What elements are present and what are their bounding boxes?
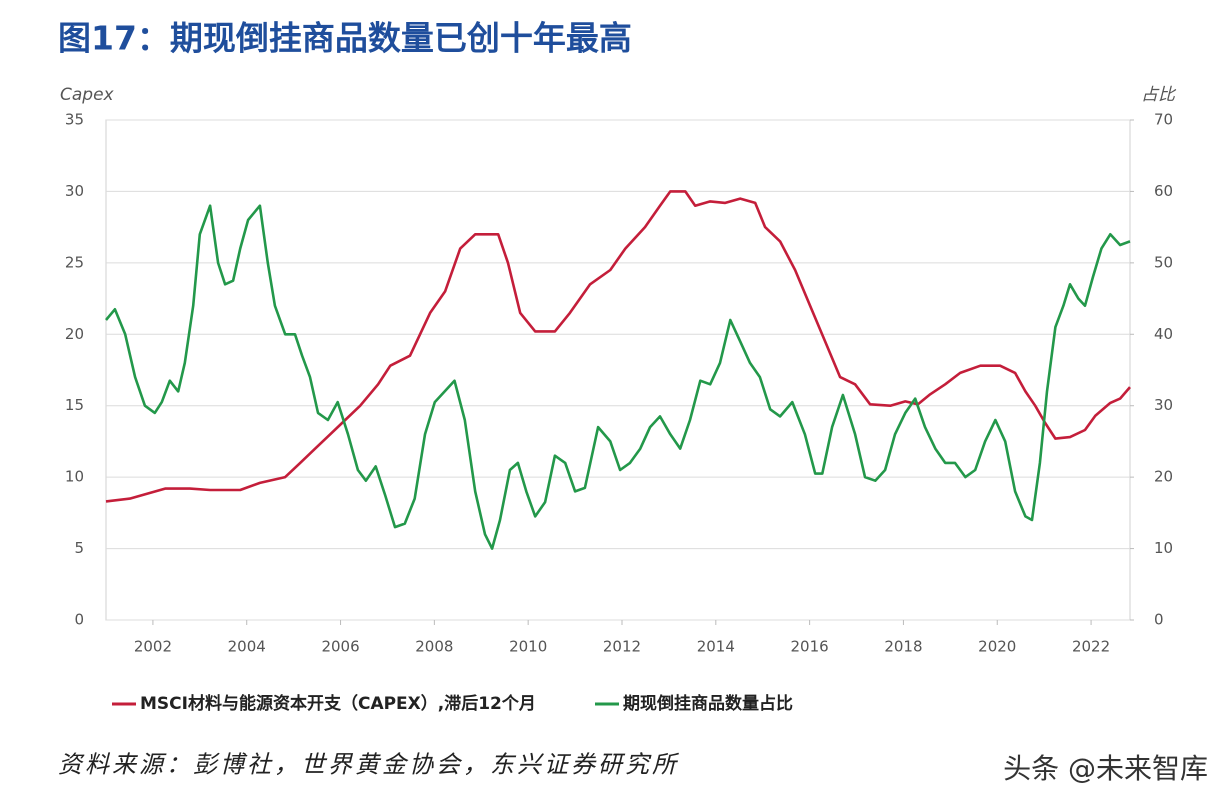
x-tick-label: 2014 xyxy=(697,638,735,656)
y-tick-label: 30 xyxy=(65,182,84,200)
y-tick-label: 25 xyxy=(65,253,84,271)
chart-title: 图17：期现倒挂商品数量已创十年最高 xyxy=(58,19,632,58)
x-tick-label: 2020 xyxy=(978,638,1016,656)
y-tick-label: 35 xyxy=(65,111,84,129)
legend-label: MSCI材料与能源资本开支（CAPEX）,滞后12个月 xyxy=(140,693,536,714)
y2-tick-label: 0 xyxy=(1154,611,1164,629)
y-tick-label: 20 xyxy=(65,325,84,343)
source-note: 资料来源：彭博社，世界黄金协会，东兴证券研究所 xyxy=(58,751,680,779)
y2-tick-label: 70 xyxy=(1154,111,1173,129)
y2-tick-label: 40 xyxy=(1154,325,1173,343)
x-tick-label: 2008 xyxy=(415,638,453,656)
y2-tick-label: 60 xyxy=(1154,182,1173,200)
legend-label: 期现倒挂商品数量占比 xyxy=(623,693,793,714)
y2-tick-label: 30 xyxy=(1154,396,1173,414)
y2-tick-label: 20 xyxy=(1154,468,1173,486)
y-axis-label: Capex xyxy=(60,85,115,105)
y2-axis-label: 占比 xyxy=(1141,85,1177,105)
x-tick-label: 2010 xyxy=(509,638,547,656)
y2-tick-label: 10 xyxy=(1154,539,1173,557)
plot-frame xyxy=(105,119,1131,621)
watermark: 头条 @未来智库 xyxy=(1003,752,1208,785)
x-tick-label: 2016 xyxy=(791,638,829,656)
x-tick-label: 2006 xyxy=(321,638,359,656)
series-line xyxy=(105,204,1131,550)
x-tick-label: 2002 xyxy=(134,638,172,656)
y-tick-label: 0 xyxy=(74,611,84,629)
series-line xyxy=(105,190,1131,503)
x-tick-label: 2022 xyxy=(1072,638,1110,656)
y2-tick-label: 50 xyxy=(1154,253,1173,271)
x-tick-label: 2004 xyxy=(228,638,266,656)
y-tick-label: 5 xyxy=(74,539,84,557)
x-tick-label: 2018 xyxy=(884,638,922,656)
y-tick-label: 10 xyxy=(65,468,84,486)
x-tick-label: 2012 xyxy=(603,638,641,656)
y-tick-label: 15 xyxy=(65,396,84,414)
